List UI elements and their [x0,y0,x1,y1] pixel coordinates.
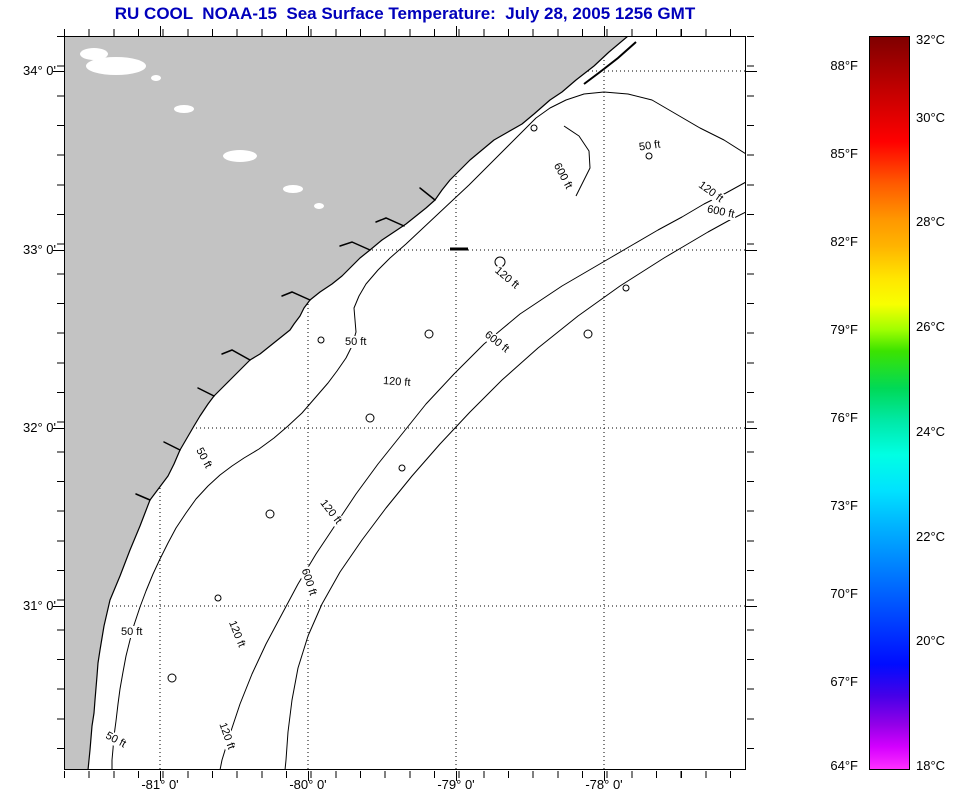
x-axis-minor-ticks-top [64,29,746,36]
x-axis-minor-ticks-bottom [64,771,746,778]
axis-major-tick [308,26,309,36]
secondary-contour [563,125,591,197]
colorbar-celsius-label: 18°C [916,758,946,773]
depth-contour-120ft [219,181,746,770]
colorbar-fahrenheit-label: 64°F [830,758,858,773]
contour-label: 50 ft [120,626,144,638]
colorbar-fahrenheit-label: 70°F [830,586,858,601]
colorbar-celsius-label: 24°C [916,424,946,439]
colorbar-fahrenheit-label: 82°F [830,234,858,249]
depth-contour-600ft [284,211,746,770]
axis-major-tick [746,71,757,72]
barrier-beach-line [583,41,637,85]
x-axis-label: -81° 0' [141,777,179,792]
y-axis-label: 33° 0' [23,242,56,257]
axis-major-tick [456,771,457,781]
coastal-inlets [135,187,436,501]
y-axis-label: 32° 0' [23,420,56,435]
contour-label: 120 ft [381,374,412,390]
axis-major-tick [746,606,757,607]
x-axis-label: -79° 0' [437,777,475,792]
axis-major-tick [160,26,161,36]
cloud-patches [80,48,324,209]
axis-major-tick [53,428,64,429]
axis-major-tick [308,771,309,781]
y-axis-label: 34° 0' [23,63,56,78]
colorbar-celsius-label: 30°C [916,110,946,125]
axis-major-tick [746,250,757,251]
axis-major-tick [53,606,64,607]
plot-border [64,36,746,770]
colorbar-celsius-label: 26°C [916,319,946,334]
colorbar-celsius-label: 20°C [916,633,946,648]
axis-major-tick [456,26,457,36]
x-axis-label: -78° 0' [585,777,623,792]
y-axis-minor-ticks-left [57,36,64,770]
axis-major-tick [604,771,605,781]
contour-label: 50 ft [344,336,368,348]
colorbar-fahrenheit-label: 88°F [830,58,858,73]
axis-major-tick [604,26,605,36]
y-axis-minor-ticks-right [747,36,754,770]
colorbar-fahrenheit-label: 67°F [830,674,858,689]
page-title: RU COOL NOAA-15 Sea Surface Temperature:… [114,4,696,23]
colorbar-celsius-label: 22°C [916,529,946,544]
colorbar-fahrenheit-label: 79°F [830,322,858,337]
axis-major-tick [746,428,757,429]
axis-major-tick [53,250,64,251]
y-axis-label: 31° 0' [23,598,56,613]
contour-fragments [167,124,653,683]
colorbar-celsius-label: 28°C [916,214,946,229]
colorbar-celsius-label: 32°C [916,32,946,47]
axis-major-tick [160,771,161,781]
axis-major-tick [53,71,64,72]
colorbar-fahrenheit-label: 85°F [830,146,858,161]
colorbar-fahrenheit-label: 73°F [830,498,858,513]
map-plot-area [64,36,746,770]
colorbar-fahrenheit-label: 76°F [830,410,858,425]
temperature-colorbar [869,36,910,770]
x-axis-label: -80° 0' [289,777,327,792]
land-mass [64,36,629,770]
